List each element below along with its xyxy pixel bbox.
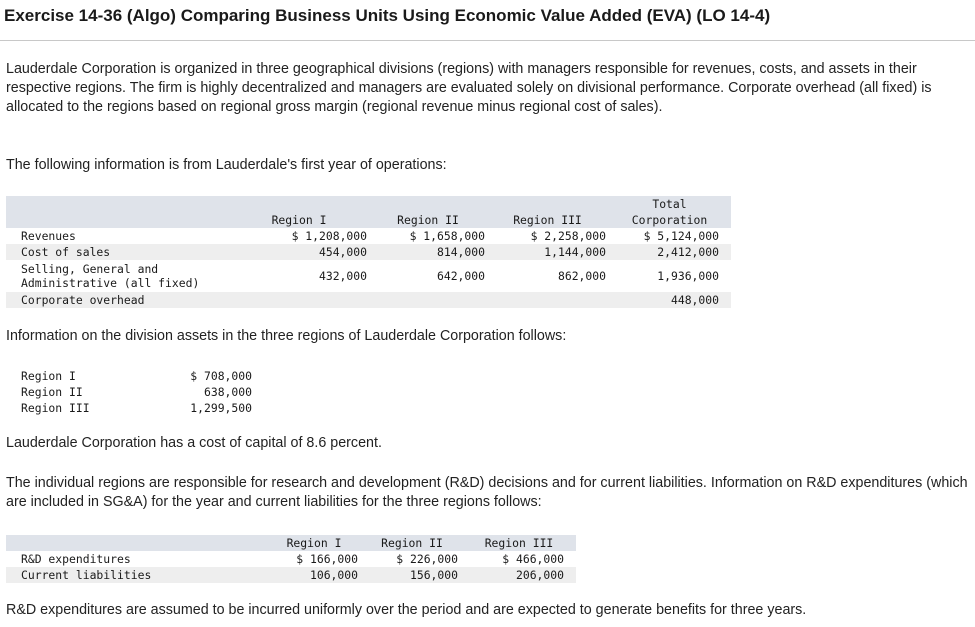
cell-value: $ 1,208,000 <box>291 229 367 243</box>
rd-assumption-paragraph: R&D expenditures are assumed to be incur… <box>6 602 807 618</box>
row-label-sga: Selling, General and Administrative (all… <box>6 260 229 292</box>
cell-value: $ 1,658,000 <box>409 229 485 243</box>
table-row: Revenues $ 1,208,000 $ 1,658,000 $ 2,258… <box>6 228 731 244</box>
row-label-cost-of-sales: Cost of sales <box>21 245 111 259</box>
cell-value: $ 226,000 <box>396 552 458 566</box>
table-row: Corporate overhead 448,000 <box>6 292 731 308</box>
cell-value: 862,000 <box>557 269 606 283</box>
row-label-sga-line2: Administrative (all fixed) <box>21 276 200 290</box>
table-row: Current liabilities 106,000 156,000 206,… <box>6 567 576 583</box>
title-divider <box>0 40 975 41</box>
table-row: Region III 1,299,500 <box>6 400 252 416</box>
header-region-1: Region I <box>271 213 327 227</box>
cell-value: $ 466,000 <box>502 552 564 566</box>
asset-label: Region II <box>21 385 83 399</box>
intro-paragraph: Lauderdale Corporation is organized in t… <box>6 61 932 115</box>
cell-value: 448,000 <box>670 293 719 307</box>
cell-value: 814,000 <box>436 245 485 259</box>
cost-of-capital-paragraph: Lauderdale Corporation has a cost of cap… <box>6 435 382 451</box>
header-total-line2: Corporation <box>631 213 708 227</box>
table-row: Selling, General and Administrative (all… <box>6 260 731 292</box>
asset-label: Region I <box>21 369 76 383</box>
row-label-rd-expenditures: R&D expenditures <box>21 552 131 566</box>
header-region-3: Region III <box>513 213 582 227</box>
cell-value: 454,000 <box>318 245 367 259</box>
asset-value: $ 708,000 <box>190 369 252 383</box>
asset-value: 1,299,500 <box>190 401 252 415</box>
rd-header-row: Region I Region II Region III <box>6 535 576 551</box>
rd-header-region-1: Region I <box>286 536 342 550</box>
cell-value: 642,000 <box>436 269 485 283</box>
cell-value: 106,000 <box>309 568 358 582</box>
table-row: Region II 638,000 <box>6 384 252 400</box>
rd-header-region-3: Region III <box>484 536 554 550</box>
responsibility-paragraph: The individual regions are responsible f… <box>6 475 968 510</box>
cell-value: 432,000 <box>318 269 367 283</box>
rd-table: Region I Region II Region III R&D expend… <box>6 535 576 583</box>
cell-value: 156,000 <box>409 568 458 582</box>
assets-table: Region I $ 708,000 Region II 638,000 Reg… <box>6 368 252 416</box>
cell-value: $ 2,258,000 <box>530 229 606 243</box>
row-label-sga-line1: Selling, General and <box>21 262 159 276</box>
cell-value: $ 166,000 <box>296 552 358 566</box>
cell-value: 206,000 <box>515 568 564 582</box>
operations-table: Total Region I Region II Region III Corp… <box>6 196 731 308</box>
following-paragraph: The following information is from Lauder… <box>6 157 447 173</box>
operations-header-row: Total <box>6 196 731 212</box>
row-label-revenues: Revenues <box>21 229 76 243</box>
table-row: R&D expenditures $ 166,000 $ 226,000 $ 4… <box>6 551 576 567</box>
header-total-line1: Total <box>652 197 687 211</box>
header-region-2: Region II <box>397 213 459 227</box>
table-row: Region I $ 708,000 <box>6 368 252 384</box>
cell-value: $ 5,124,000 <box>643 229 719 243</box>
exercise-title: Exercise 14-36 (Algo) Comparing Business… <box>4 6 771 25</box>
table-row: Cost of sales 454,000 814,000 1,144,000 … <box>6 244 731 260</box>
row-label-corporate-overhead: Corporate overhead <box>21 293 145 307</box>
asset-label: Region III <box>21 401 90 415</box>
assets-intro-paragraph: Information on the division assets in th… <box>6 328 567 344</box>
operations-header-row-2: Region I Region II Region III Corporatio… <box>6 212 731 228</box>
cell-value: 1,144,000 <box>544 245 606 259</box>
rd-header-region-2: Region II <box>381 536 443 550</box>
cell-value: 1,936,000 <box>657 269 719 283</box>
cell-value: 2,412,000 <box>657 245 719 259</box>
asset-value: 638,000 <box>203 385 252 399</box>
row-label-current-liabilities: Current liabilities <box>21 568 152 582</box>
